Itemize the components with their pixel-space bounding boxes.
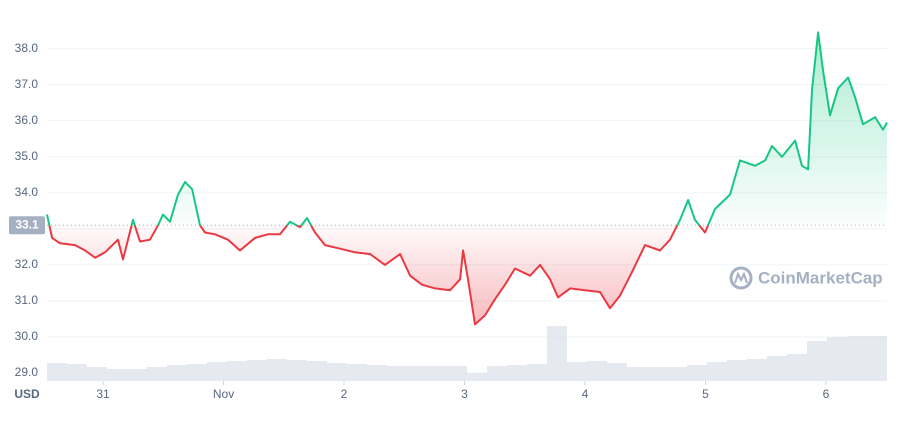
volume-bar xyxy=(207,362,227,381)
x-tick-label: 31 xyxy=(96,387,110,401)
volume-bar xyxy=(767,356,787,381)
volume-bar xyxy=(367,365,387,381)
x-tick-label: 6 xyxy=(823,387,830,401)
volume-bar xyxy=(867,336,887,381)
volume-bar xyxy=(687,365,707,381)
volume-bar xyxy=(87,367,107,381)
y-tick-label: 34.0 xyxy=(15,185,39,199)
volume-bar xyxy=(327,363,347,381)
plot xyxy=(46,31,888,326)
volume-bar xyxy=(467,373,487,381)
volume-bar xyxy=(107,369,127,381)
volume-bar xyxy=(247,360,267,381)
y-tick-label: 31.0 xyxy=(15,293,39,307)
volume-bar xyxy=(67,364,87,381)
baseline-label: 33.1 xyxy=(15,217,39,231)
watermark: CoinMarketCap xyxy=(729,266,883,290)
price-line xyxy=(46,31,888,326)
volume-bar xyxy=(727,360,747,381)
volume-bar xyxy=(307,361,327,381)
y-tick-label: 32.0 xyxy=(15,257,39,271)
volume-bar xyxy=(667,367,687,381)
volume-bar xyxy=(807,341,827,381)
price-area xyxy=(47,32,887,325)
volume-bar xyxy=(747,359,767,381)
y-tick-label: 38.0 xyxy=(15,41,39,55)
y-tick-label: 29.0 xyxy=(15,365,39,379)
volume-bar xyxy=(427,366,447,381)
volume-bar xyxy=(167,365,187,381)
currency-label: USD xyxy=(14,387,40,401)
volume-bar xyxy=(607,363,627,381)
volume-bar xyxy=(387,366,407,381)
baseline-badge xyxy=(9,216,45,235)
volume-bar xyxy=(127,369,147,381)
volume-bar xyxy=(447,366,467,381)
volume-bar xyxy=(507,365,527,381)
volume-bar xyxy=(227,361,247,381)
y-tick-label: 30.0 xyxy=(15,329,39,343)
volume-bar xyxy=(587,361,607,381)
volume-bar xyxy=(647,367,667,381)
watermark-text: CoinMarketCap xyxy=(758,268,883,287)
watermark-logo-mark xyxy=(734,271,748,284)
volume-bar xyxy=(527,364,547,381)
volume-bar xyxy=(827,337,847,381)
y-tick-label: 35.0 xyxy=(15,149,39,163)
y-tick-label: 36.0 xyxy=(15,113,39,127)
watermark-logo xyxy=(729,266,753,290)
volume-bar xyxy=(847,336,867,381)
x-tick-label: 3 xyxy=(461,387,468,401)
volume-bar xyxy=(187,364,207,381)
volume-bar xyxy=(787,354,807,381)
volume-bar xyxy=(567,362,587,381)
volume-bar xyxy=(487,366,507,381)
volume-bar xyxy=(707,362,727,381)
x-tick-label: Nov xyxy=(213,387,234,401)
y-tick-label: 37.0 xyxy=(15,77,39,91)
x-tick-label: 5 xyxy=(702,387,709,401)
x-tick-label: 4 xyxy=(582,387,589,401)
volume-bar xyxy=(147,367,167,381)
volume-bar xyxy=(347,364,367,381)
volume-bar xyxy=(407,366,427,381)
x-tick-label: 2 xyxy=(341,387,348,401)
volume-bars xyxy=(47,326,887,381)
volume-bar xyxy=(267,359,287,381)
volume-bar xyxy=(627,367,647,381)
volume-bar xyxy=(47,363,67,381)
volume-bar xyxy=(287,360,307,381)
volume-bar xyxy=(547,326,567,381)
